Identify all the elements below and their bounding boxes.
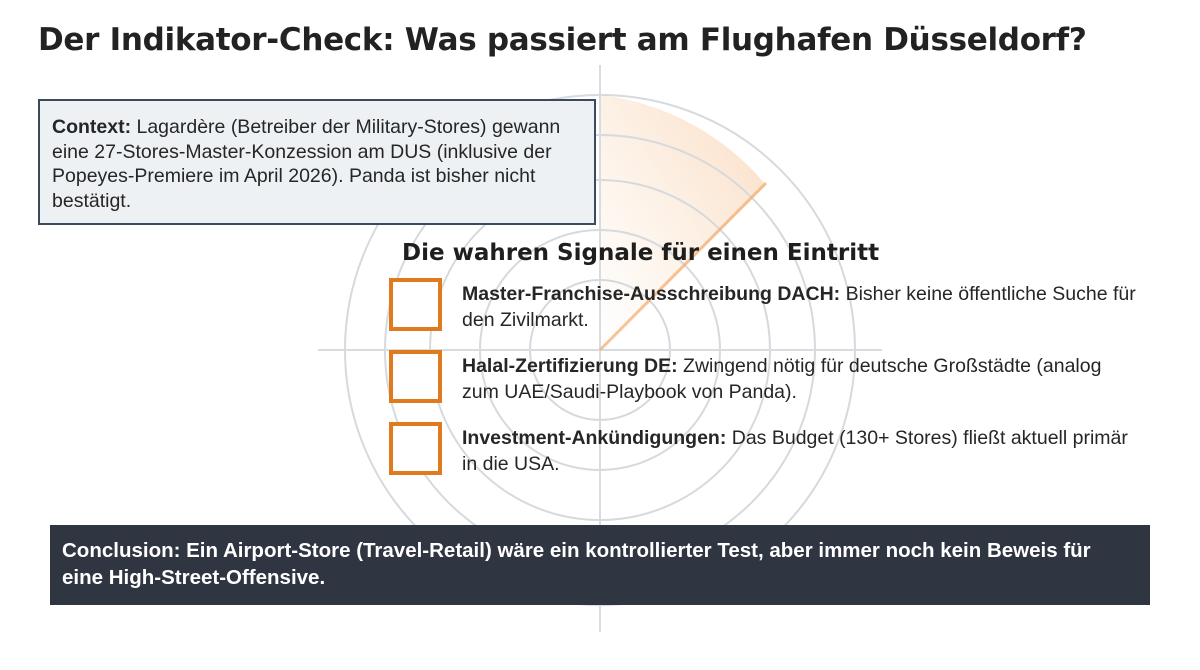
signal-label: Investment-Ankündigungen: (462, 427, 727, 449)
signal-description: Zwingend nötig für deutsche Großstädte (… (462, 355, 1102, 403)
signal-label: Halal-Zertifizierung DE: (462, 355, 678, 377)
context-text: Lagardère (Betreiber der Military-Stores… (52, 116, 561, 212)
signals-heading: Die wahren Signale für einen Eintritt (402, 240, 880, 266)
page-title: Der Indikator-Check: Was passiert am Flu… (38, 22, 1087, 58)
context-box: Context: Lagardère (Betreiber der Milita… (38, 99, 596, 225)
signal-description: Bisher keine öffentliche Suche für den Z… (462, 283, 1136, 331)
signal-text: Investment-Ankündigungen: Das Budget (13… (462, 425, 1142, 477)
conclusion-banner: Conclusion: Ein Airport-Store (Travel-Re… (50, 525, 1150, 605)
signal-text: Halal-Zertifizierung DE: Zwingend nötig … (462, 353, 1142, 405)
checkbox-icon[interactable] (389, 350, 442, 403)
checkbox-icon[interactable] (389, 422, 442, 475)
context-label: Context: (52, 116, 132, 138)
checkbox-icon[interactable] (389, 278, 442, 331)
signal-text: Master-Franchise-Ausschreibung DACH: Bis… (462, 281, 1142, 333)
signal-description: Das Budget (130+ Stores) fließt aktuell … (462, 427, 1128, 475)
signal-label: Master-Franchise-Ausschreibung DACH: (462, 283, 841, 305)
